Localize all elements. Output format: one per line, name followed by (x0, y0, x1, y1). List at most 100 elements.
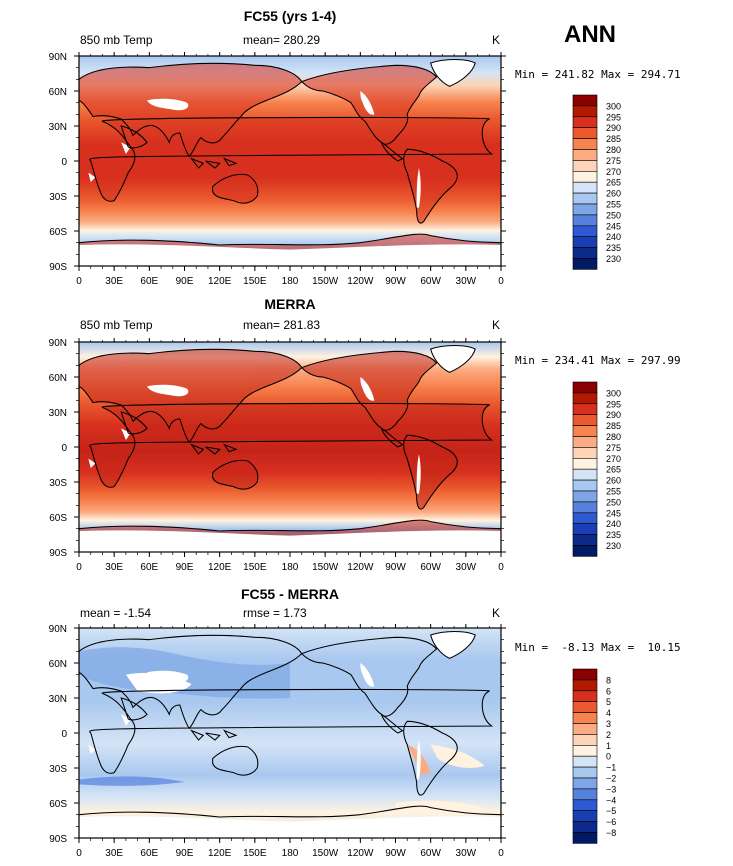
colorbar-box (572, 788, 598, 801)
panel-center-label: rmse = 1.73 (243, 606, 307, 620)
panel-units: K (492, 318, 500, 332)
colorbar-box (572, 479, 598, 492)
colorbar-label: 245 (606, 221, 621, 231)
lon-tick-label: 120W (347, 562, 374, 573)
lon-tick-label: 0 (76, 562, 82, 573)
colorbar: 3002952902852802752702652602552502452402… (572, 381, 621, 557)
colorbar-box (572, 712, 598, 724)
colorbar-label: 2 (606, 730, 611, 740)
colorbar-label: 270 (606, 167, 621, 177)
lat-tick-label: 60S (49, 799, 67, 810)
colorbar-box (572, 392, 598, 405)
colorbar-box (572, 810, 598, 822)
colorbar-box (572, 203, 598, 216)
lon-tick-label: 0 (76, 848, 82, 859)
lon-tick-label: 0 (498, 276, 504, 287)
map-panel-3: FC55 - MERRA mean = -1.54 rmse = 1.73 K 0 30E… (49, 586, 681, 859)
colorbar-box (572, 668, 598, 681)
colorbar-box (572, 181, 598, 194)
lon-tick-label: 0 (498, 562, 504, 573)
colorbar-box (572, 766, 598, 779)
lat-tick-label: 30N (49, 122, 67, 133)
lon-tick-label: 60W (420, 276, 441, 287)
colorbar-box (572, 490, 598, 503)
colorbar-box (572, 381, 598, 394)
lon-tick-label: 30W (456, 276, 477, 287)
lon-tick-label: 120E (208, 848, 232, 859)
colorbar-box (572, 734, 598, 746)
lat-tick-label: 0 (61, 443, 67, 454)
lon-tick-label: 90E (176, 276, 194, 287)
lat-tick-label: 0 (61, 729, 67, 740)
colorbar-label: 255 (606, 200, 621, 210)
colorbar-label: 230 (606, 541, 621, 551)
lon-tick-label: 180 (282, 562, 299, 573)
colorbar-label: 265 (606, 465, 621, 475)
lon-tick-label: 120W (347, 276, 374, 287)
lon-tick-label: 150E (243, 562, 267, 573)
colorbar-label: 300 (606, 388, 621, 398)
lon-tick-label: 30W (456, 562, 477, 573)
colorbar-box (572, 755, 598, 768)
lon-tick-label: 60E (140, 562, 158, 573)
lon-tick-label: 60E (140, 276, 158, 287)
lon-tick-label: 60W (420, 562, 441, 573)
lat-tick-label: 30N (49, 694, 67, 705)
colorbar-label: 235 (606, 243, 621, 253)
panel-title: MERRA (264, 296, 315, 312)
colorbar-label: 250 (606, 210, 621, 220)
colorbar-box (572, 138, 598, 150)
panel-center-label: mean= 280.29 (243, 33, 320, 47)
panel-title: FC55 (yrs 1-4) (244, 8, 337, 24)
lat-tick-label: 60S (49, 513, 67, 524)
panel-left-label: 850 mb Temp (80, 33, 153, 47)
map-panel-2: MERRA 850 mb Temp mean= 281.83 K 0 30E 60E 90E 1… (49, 296, 681, 573)
colorbar-label: 245 (606, 508, 621, 518)
lat-tick-label: 90S (49, 834, 67, 845)
colorbar-box (572, 149, 598, 161)
lon-tick-label: 150W (312, 848, 339, 859)
lat-tick-label: 90S (49, 262, 67, 273)
lat-tick-label: 0 (61, 157, 67, 168)
lat-tick-label: 90N (49, 52, 67, 63)
colorbar-box (572, 468, 598, 481)
lon-tick-label: 30E (105, 276, 123, 287)
lat-tick-label: 60N (49, 659, 67, 670)
colorbar-box (572, 247, 598, 259)
colorbar-box (572, 821, 598, 833)
colorbar-box (572, 127, 598, 139)
colorbar-label: 230 (606, 254, 621, 264)
colorbar-label: −5 (606, 806, 616, 816)
colorbar-box (572, 214, 598, 227)
colorbar-label: 6 (606, 686, 611, 696)
lon-tick-label: 90W (385, 562, 406, 573)
colorbar-label: 280 (606, 432, 621, 442)
colorbar-box (572, 679, 598, 692)
lon-tick-label: 120E (208, 276, 232, 287)
season-label: ANN (564, 21, 616, 48)
colorbar-label: 285 (606, 421, 621, 431)
colorbar-label: 5 (606, 697, 611, 707)
panel-center-label: mean= 281.83 (243, 318, 320, 332)
colorbar-label: −6 (606, 817, 616, 827)
lat-tick-label: 30S (49, 478, 67, 489)
colorbar-box (572, 690, 598, 702)
lon-tick-label: 180 (282, 276, 299, 287)
lon-tick-label: 180 (282, 848, 299, 859)
lat-tick-label: 90S (49, 548, 67, 559)
colorbar-box (572, 534, 598, 546)
colorbar-label: 8 (606, 675, 611, 685)
colorbar-label: 3 (606, 719, 611, 729)
colorbar-label: −3 (606, 784, 616, 794)
lon-tick-label: 30W (456, 848, 477, 859)
colorbar-box (572, 403, 598, 415)
lat-tick-label: 30S (49, 764, 67, 775)
lon-tick-label: 30E (105, 848, 123, 859)
minmax-label: Min = 234.41 Max = 297.99 (515, 354, 681, 367)
colorbar-label: 1 (606, 741, 611, 751)
lat-tick-label: 60N (49, 87, 67, 98)
colorbar-label: 290 (606, 410, 621, 420)
lat-tick-label: 30N (49, 408, 67, 419)
lon-tick-label: 150E (243, 276, 267, 287)
